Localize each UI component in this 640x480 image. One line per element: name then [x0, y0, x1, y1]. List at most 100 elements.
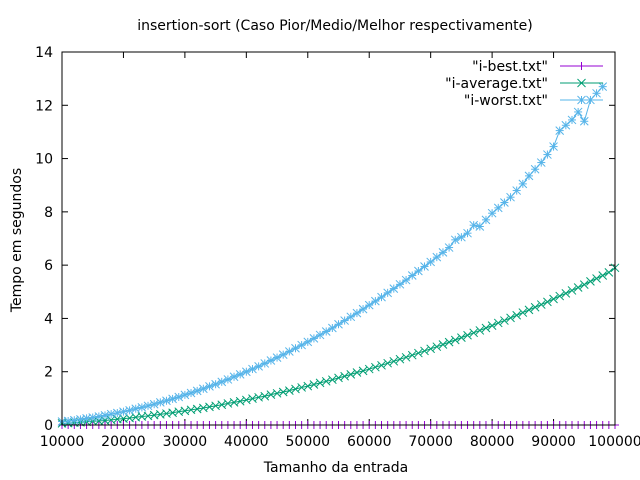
- data-point: [536, 300, 546, 309]
- data-point-stroke: [395, 354, 405, 364]
- data-point-stroke: [567, 115, 577, 125]
- legend-label: "i-average.txt": [445, 76, 548, 92]
- data-point: [100, 411, 110, 420]
- data-point: [328, 375, 337, 385]
- data-point-stroke: [598, 82, 608, 91]
- data-point: [407, 350, 417, 360]
- data-point-stroke: [223, 399, 233, 408]
- data-point: [420, 346, 429, 356]
- data-point-stroke: [555, 126, 565, 135]
- data-point-stroke: [137, 412, 147, 421]
- data-point: [543, 297, 552, 307]
- data-point-stroke: [438, 340, 448, 349]
- x-axis-label: Tamanho da entrada: [263, 460, 408, 476]
- data-point: [383, 358, 393, 368]
- data-point: [309, 380, 319, 389]
- data-point-stroke: [119, 414, 128, 423]
- data-point-stroke: [414, 348, 423, 358]
- data-point: [444, 337, 454, 347]
- data-point: [407, 271, 417, 280]
- data-point: [143, 401, 153, 411]
- data-point-stroke: [500, 316, 509, 325]
- data-point-stroke: [260, 391, 270, 401]
- data-point: [487, 321, 497, 330]
- data-point-stroke: [450, 335, 460, 345]
- data-point: [426, 344, 436, 354]
- legend-marker: [577, 78, 586, 88]
- data-point: [340, 371, 349, 381]
- data-point-stroke: [586, 277, 595, 286]
- data-point: [414, 266, 423, 276]
- data-point: [137, 403, 147, 412]
- data-point: [579, 116, 589, 126]
- data-point-stroke: [457, 333, 466, 342]
- data-point-stroke: [487, 321, 497, 330]
- data-point: [377, 292, 386, 302]
- data-point-stroke: [420, 346, 429, 356]
- legend-marker: [577, 62, 586, 70]
- y-tick-label: 10: [35, 152, 53, 168]
- data-point-stroke: [168, 408, 177, 418]
- data-point-stroke: [254, 392, 263, 402]
- data-point: [334, 373, 343, 383]
- data-point: [518, 308, 528, 317]
- data-point: [364, 300, 374, 310]
- data-point-stroke: [487, 208, 497, 218]
- data-point: [377, 360, 386, 370]
- data-point: [186, 388, 196, 398]
- data-point: [573, 107, 583, 117]
- data-point-stroke: [518, 179, 528, 189]
- x-tick-label: 10000: [40, 434, 85, 450]
- data-point-stroke: [407, 271, 417, 280]
- data-point: [291, 384, 300, 394]
- data-point-stroke: [131, 412, 141, 422]
- data-point: [444, 243, 454, 252]
- data-point-stroke: [186, 388, 196, 398]
- data-point-stroke: [438, 248, 448, 257]
- data-point: [389, 356, 399, 366]
- data-point: [450, 335, 460, 345]
- data-point-stroke: [444, 243, 454, 252]
- data-point-stroke: [149, 410, 159, 420]
- y-tick-label: 6: [44, 258, 53, 274]
- data-point: [395, 354, 405, 364]
- data-point: [500, 316, 509, 325]
- data-point-stroke: [155, 409, 165, 419]
- data-point: [371, 362, 380, 372]
- data-point-stroke: [543, 150, 552, 159]
- x-tick-label: 100000: [588, 434, 640, 450]
- data-point-stroke: [536, 158, 546, 167]
- data-point: [168, 394, 177, 404]
- data-point-stroke: [112, 408, 122, 418]
- data-point-stroke: [506, 313, 515, 323]
- data-point-stroke: [340, 371, 349, 381]
- x-tick-label: 90000: [531, 434, 576, 450]
- series-2: [57, 82, 608, 426]
- data-point-stroke: [377, 292, 386, 302]
- data-point-stroke: [192, 404, 202, 414]
- data-point: [604, 267, 614, 277]
- data-point: [438, 340, 448, 349]
- data-point: [438, 248, 448, 257]
- data-point-stroke: [463, 228, 472, 238]
- data-point: [457, 333, 466, 342]
- y-axis-label: Tempo em segundos: [9, 168, 25, 313]
- data-point-stroke: [328, 375, 337, 385]
- data-point: [389, 284, 399, 293]
- data-point-stroke: [309, 380, 319, 389]
- data-point: [579, 280, 589, 289]
- data-point-stroke: [604, 267, 614, 277]
- data-point-stroke: [303, 337, 313, 347]
- data-point: [561, 289, 571, 298]
- data-point-stroke: [303, 381, 313, 391]
- data-point: [500, 198, 509, 207]
- x-tick-label: 70000: [408, 434, 453, 450]
- data-point: [346, 370, 356, 379]
- y-tick-label: 14: [35, 45, 53, 61]
- data-point-stroke: [407, 350, 417, 360]
- data-point-stroke: [364, 300, 374, 310]
- data-point-stroke: [432, 252, 442, 262]
- data-point-stroke: [475, 326, 485, 335]
